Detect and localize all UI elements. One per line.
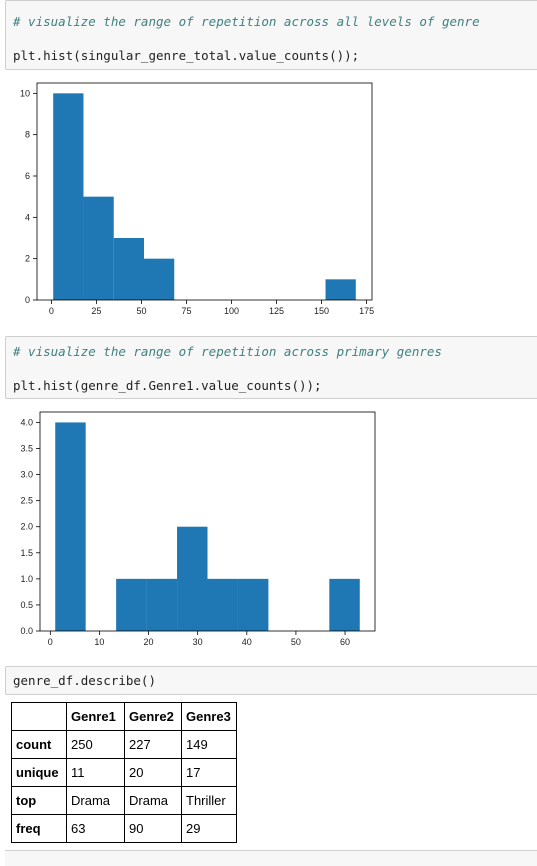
x-tick-label: 175 <box>359 306 374 316</box>
x-tick-label: 10 <box>94 637 104 647</box>
y-tick-label: 4.0 <box>20 417 33 427</box>
plot-frame <box>36 82 373 301</box>
x-tick-label: 20 <box>144 637 154 647</box>
y-tick-label: 2.0 <box>20 522 33 532</box>
x-tick-label: 60 <box>340 637 350 647</box>
table-cell: Drama <box>124 786 182 815</box>
y-tick-label: 1.5 <box>20 548 33 558</box>
plot-frame <box>39 411 376 632</box>
code-cell-1[interactable]: # visualize the range of repetition acro… <box>5 0 537 70</box>
y-tick-label: 1.0 <box>20 574 33 584</box>
y-tick-label: 2 <box>25 254 30 264</box>
histogram-bar <box>53 93 84 300</box>
table-row: top Drama Drama Thriller <box>11 786 237 815</box>
table-cell: 63 <box>66 814 125 843</box>
histogram-bar <box>55 422 86 631</box>
x-tick-label: 0 <box>49 306 54 316</box>
y-tick-label: 10 <box>20 88 30 98</box>
next-cell[interactable] <box>5 850 537 866</box>
y-tick-label: 3.0 <box>20 470 33 480</box>
code-comment: # visualize the range of repetition acro… <box>13 14 480 29</box>
table-cell: Drama <box>66 786 125 815</box>
code-cell-3[interactable]: genre_df.describe() <box>5 666 537 695</box>
histogram-bar <box>207 578 238 631</box>
table-corner <box>11 702 67 731</box>
table-cell: 227 <box>124 730 182 759</box>
x-tick-label: 125 <box>269 306 284 316</box>
histogram-bar <box>116 578 147 631</box>
x-tick-label: 50 <box>136 306 146 316</box>
table-cell: 20 <box>124 758 182 787</box>
table-row: unique 11 20 17 <box>11 758 237 787</box>
x-tick-label: 150 <box>314 306 329 316</box>
table-cell: 149 <box>181 730 237 759</box>
row-label: top <box>11 786 67 815</box>
y-tick-label: 2.5 <box>20 496 33 506</box>
x-tick-label: 75 <box>181 306 191 316</box>
histogram-bar <box>325 279 356 300</box>
histogram-bar <box>237 578 269 631</box>
row-label: count <box>11 730 67 759</box>
table-cell: 29 <box>181 814 237 843</box>
column-header: Genre3 <box>181 702 237 731</box>
code-cell-2[interactable]: # visualize the range of repetition acro… <box>5 336 537 399</box>
row-label: freq <box>11 814 67 843</box>
code-comment: # visualize the range of repetition acro… <box>13 344 442 359</box>
column-header: Genre1 <box>66 702 125 731</box>
code-line: plt.hist(singular_genre_total.value_coun… <box>13 48 360 63</box>
row-label: unique <box>11 758 67 787</box>
table-row: freq 63 90 29 <box>11 814 237 843</box>
x-tick-label: 40 <box>242 637 252 647</box>
histogram-chart-2: 0 10 20 30 40 50 60 0.0 0.5 1.0 1.5 2.0 2.5 3.0 3.5 4.0 <box>20 411 376 647</box>
table-header-row: Genre1 Genre2 Genre3 <box>11 702 237 731</box>
histogram-bar <box>177 526 208 631</box>
y-tick-label: 3.5 <box>20 444 33 454</box>
column-header: Genre2 <box>124 702 182 731</box>
describe-table: Genre1 Genre2 Genre3 count 250 227 149 u… <box>11 702 237 843</box>
code-line: genre_df.describe() <box>13 673 156 688</box>
histogram-bar <box>113 238 144 300</box>
table-cell: 17 <box>181 758 237 787</box>
histogram-bar <box>146 578 178 631</box>
x-tick-label: 25 <box>91 306 101 316</box>
histogram-bar <box>83 196 114 300</box>
table-cell: 11 <box>66 758 125 787</box>
y-tick-label: 4 <box>25 212 30 222</box>
histogram-bar <box>143 258 175 300</box>
x-tick-label: 50 <box>291 637 301 647</box>
code-line: plt.hist(genre_df.Genre1.value_counts())… <box>13 378 322 393</box>
histogram-chart-1: 0 25 50 75 100 125 150 175 0 2 4 6 8 10 <box>20 82 374 316</box>
table-cell: 90 <box>124 814 182 843</box>
table-cell: 250 <box>66 730 125 759</box>
histogram-bar <box>329 578 360 631</box>
table-row: count 250 227 149 <box>11 730 237 759</box>
table-cell: Thriller <box>181 786 237 815</box>
x-tick-label: 100 <box>224 306 239 316</box>
x-tick-label: 30 <box>193 637 203 647</box>
y-tick-label: 0.5 <box>20 600 33 610</box>
y-tick-label: 6 <box>25 171 30 181</box>
y-tick-label: 8 <box>25 130 30 140</box>
y-tick-label: 0.0 <box>20 626 33 636</box>
y-tick-label: 0 <box>25 295 30 305</box>
x-tick-label: 0 <box>48 637 53 647</box>
